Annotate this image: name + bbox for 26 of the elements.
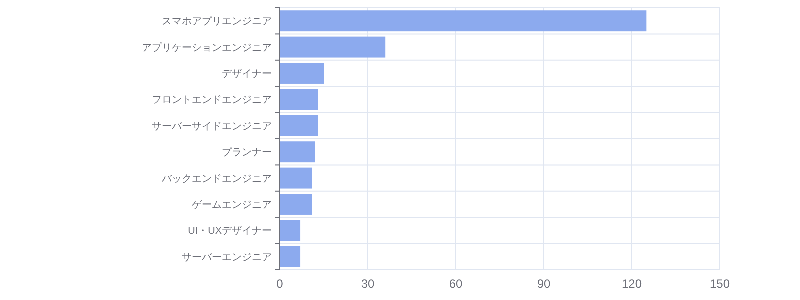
y-tick-label: UI・UXデザイナー [188, 226, 272, 238]
x-tick-label: 0 [276, 277, 284, 291]
bar [280, 115, 318, 136]
bar [280, 168, 312, 189]
y-tick-label: スマホアプリエンジニア [162, 16, 272, 28]
y-tick-label: バックエンドエンジニア [161, 174, 272, 185]
y-tick-label: プランナー [222, 146, 272, 159]
y-tick-label: デザイナー [222, 69, 272, 80]
bar [280, 10, 647, 32]
bar [280, 63, 324, 84]
x-tick-label: 150 [710, 277, 730, 291]
y-tick-label: サーバーサイドエンジニア [152, 121, 272, 132]
y-tick-label: サーバーエンジニア [182, 252, 272, 264]
x-tick-label: 30 [361, 277, 375, 291]
y-tick-label: アプリケーションエンジニア [142, 42, 272, 54]
y-tick-label: フロントエンドエンジニア [152, 95, 272, 106]
x-tick-label: 60 [449, 277, 463, 291]
bar [280, 89, 318, 110]
bar [280, 36, 386, 58]
bar [280, 194, 312, 215]
y-tick-label: ゲームエンジニア [192, 200, 272, 211]
bar [280, 246, 301, 268]
bar [280, 142, 316, 163]
x-tick-label: 90 [537, 277, 551, 291]
bar [280, 220, 301, 242]
x-tick-label: 120 [622, 277, 642, 291]
